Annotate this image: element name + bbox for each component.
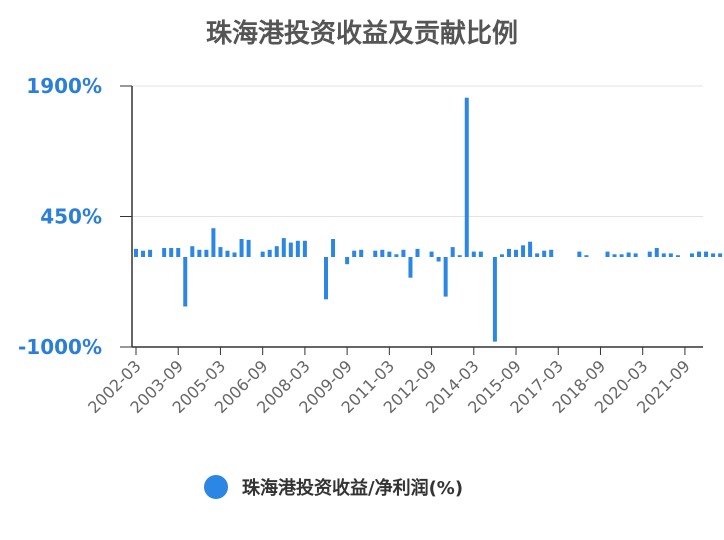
bar[interactable] [506,248,511,257]
bar[interactable] [302,240,307,257]
bar[interactable] [211,228,216,257]
bar[interactable] [169,248,174,257]
legend-marker [204,475,228,499]
bar[interactable] [492,257,497,342]
bar[interactable] [359,249,364,257]
bar[interactable] [711,253,716,257]
bar[interactable] [718,253,723,257]
bar[interactable] [704,251,709,257]
bar[interactable] [324,257,329,300]
bar[interactable] [373,250,378,257]
bar[interactable] [464,97,469,257]
bar[interactable] [232,252,237,258]
bar[interactable] [260,251,265,257]
bar[interactable] [633,253,638,257]
bar[interactable] [246,239,251,257]
bar[interactable] [549,249,554,257]
bar[interactable] [162,248,167,257]
bar[interactable] [577,251,582,257]
bar[interactable] [436,257,441,262]
bar[interactable] [239,239,244,257]
bar[interactable] [274,246,279,257]
bar[interactable] [457,255,462,257]
bars [134,97,723,342]
bar[interactable] [225,250,230,257]
bar[interactable] [514,249,519,257]
y-tick-label: 450% [40,205,102,229]
bar[interactable] [288,242,293,257]
bar[interactable] [176,248,181,257]
bar[interactable] [380,249,385,257]
bar[interactable] [218,247,223,257]
bar[interactable] [352,250,357,257]
bar[interactable] [542,250,547,257]
bar[interactable] [521,245,526,257]
legend-label: 珠海港投资收益/净利润(%) [242,477,463,499]
bar[interactable] [689,253,694,257]
bar[interactable] [654,248,659,257]
chart-title: 珠海港投资收益及贡献比例 [206,19,518,49]
legend[interactable]: 珠海港投资收益/净利润(%) [204,475,463,499]
bar[interactable] [528,241,533,257]
bar[interactable] [401,249,406,257]
bar[interactable] [204,249,209,257]
bar[interactable] [619,254,624,257]
bar[interactable] [668,253,673,257]
bar[interactable] [394,254,399,257]
bar[interactable] [612,254,617,257]
bar[interactable] [626,252,631,258]
bar[interactable] [197,249,202,257]
bar[interactable] [415,248,420,257]
y-tick-label: -1000% [18,335,102,359]
bar[interactable] [450,247,455,257]
y-tick-label: 1900% [26,74,102,98]
bar[interactable] [408,257,413,278]
bar[interactable] [141,250,146,257]
bar[interactable] [535,253,540,257]
bar[interactable] [134,248,138,257]
bar[interactable] [281,238,286,257]
bar[interactable] [443,257,448,297]
bar[interactable] [605,251,610,257]
bar[interactable] [267,249,272,257]
bar[interactable] [295,240,300,257]
bar[interactable] [647,251,652,257]
x-axis-ticks: 2002-032003-092005-032006-092008-032009-… [84,347,694,417]
bar[interactable] [345,257,350,265]
grid-lines [132,85,703,348]
bar[interactable] [429,251,434,257]
axes [131,86,703,348]
bar[interactable] [471,251,476,257]
bar[interactable] [584,255,589,257]
y-axis-ticks: 1900% 450% -1000% [18,74,132,359]
bar[interactable] [478,251,483,257]
bar[interactable] [661,253,666,257]
bar[interactable] [148,249,153,257]
bar[interactable] [331,239,336,257]
bar[interactable] [675,255,680,257]
bar[interactable] [183,257,188,307]
bar[interactable] [190,246,195,257]
bar[interactable] [387,251,392,257]
bar[interactable] [499,254,504,257]
bar[interactable] [697,251,701,257]
